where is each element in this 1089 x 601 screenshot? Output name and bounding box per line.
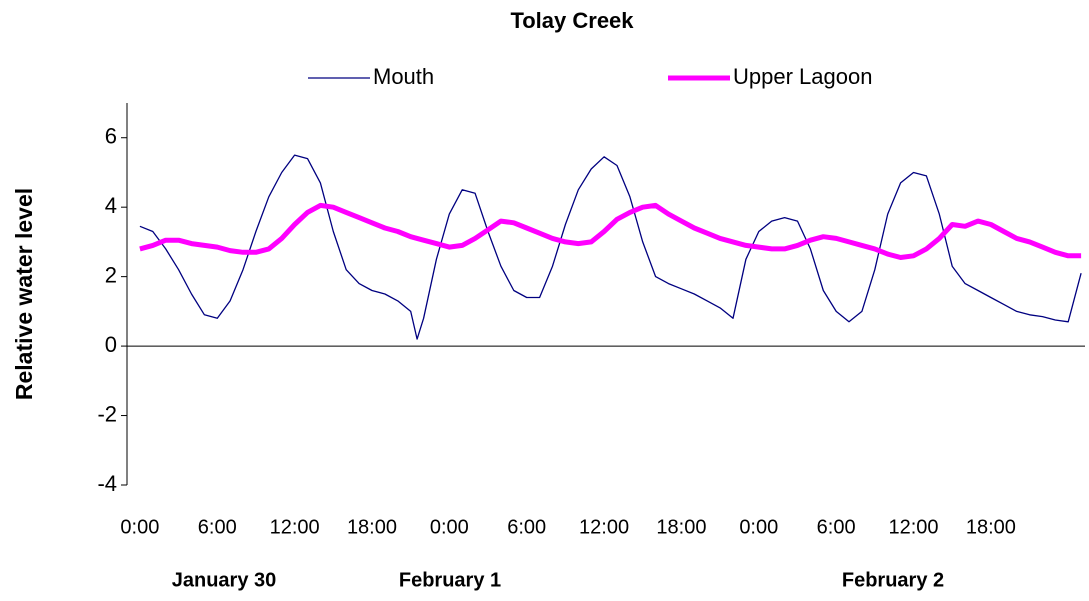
y-tick-label: 6: [105, 124, 117, 149]
x-tick-label: 18:00: [966, 516, 1016, 538]
series-line: [139, 202, 1082, 260]
x-tick-label: 6:00: [817, 516, 856, 538]
date-label: February 2: [842, 569, 944, 591]
x-tick-label: 12:00: [270, 516, 320, 538]
x-tick-label: 6:00: [198, 516, 237, 538]
x-tick-label: 18:00: [347, 516, 397, 538]
x-tick-label: 12:00: [579, 516, 629, 538]
x-tick-label: 0:00: [430, 516, 469, 538]
y-tick-label: 0: [105, 332, 117, 357]
x-tick-label: 6:00: [507, 516, 546, 538]
x-tick-label: 0:00: [120, 516, 159, 538]
legend-label: Mouth: [373, 64, 434, 89]
series-line: [139, 154, 1082, 340]
y-tick-label: 2: [105, 262, 117, 287]
date-label: February 1: [399, 569, 501, 591]
x-tick-label: 18:00: [656, 516, 706, 538]
y-tick-label: 4: [105, 193, 117, 218]
y-tick-label: -2: [97, 401, 117, 426]
legend-label: Upper Lagoon: [733, 64, 872, 89]
y-tick-label: -4: [97, 471, 117, 496]
chart-title: Tolay Creek: [510, 8, 634, 33]
x-tick-label: 0:00: [739, 516, 778, 538]
x-tick-label: 12:00: [888, 516, 938, 538]
date-label: January 30: [172, 569, 277, 591]
y-axis-label: Relative water level: [11, 188, 37, 400]
